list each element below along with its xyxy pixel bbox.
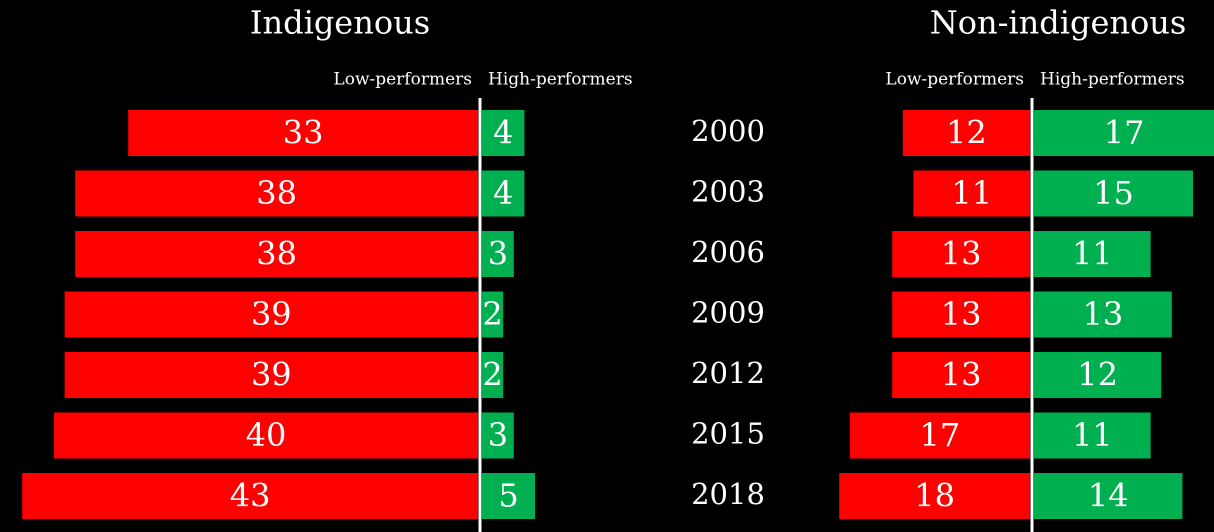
bar <box>482 110 525 156</box>
bar <box>1034 412 1151 459</box>
value-label: 39 <box>251 356 292 394</box>
bar <box>482 291 504 338</box>
bar <box>128 110 478 156</box>
value-label: 5 <box>498 477 518 515</box>
value-label: 11 <box>1072 235 1113 273</box>
value-label: 33 <box>283 114 324 152</box>
value-label: 40 <box>246 416 287 454</box>
bar <box>482 231 514 277</box>
bar <box>75 231 478 277</box>
series-label: High-performers <box>1040 70 1185 90</box>
bar <box>54 412 478 459</box>
value-label: 12 <box>946 114 987 152</box>
value-label: 43 <box>230 477 271 515</box>
bar <box>482 473 535 519</box>
value-label: 15 <box>1093 174 1134 212</box>
bar <box>1034 170 1193 217</box>
value-label: 2 <box>482 295 502 333</box>
year-label: 2015 <box>691 417 765 451</box>
bar <box>482 412 514 459</box>
series-label: Low-performers <box>333 70 472 90</box>
value-label: 13 <box>941 356 982 394</box>
bar <box>22 473 478 519</box>
year-label: 2012 <box>691 356 765 390</box>
value-label: 11 <box>951 174 992 212</box>
panel-title: Indigenous <box>250 4 430 42</box>
bar <box>64 352 478 398</box>
value-label: 39 <box>251 295 292 333</box>
bar <box>839 473 1030 519</box>
year-label: 2018 <box>691 477 765 511</box>
value-label: 2 <box>482 356 502 394</box>
value-label: 3 <box>488 235 508 273</box>
value-label: 14 <box>1088 477 1129 515</box>
bar <box>849 412 1030 459</box>
value-label: 13 <box>941 235 982 273</box>
value-label: 17 <box>1104 114 1145 152</box>
bar <box>75 170 478 217</box>
value-label: 11 <box>1072 416 1113 454</box>
bar <box>1034 231 1151 277</box>
series-label: Low-performers <box>885 70 1024 90</box>
bar <box>902 110 1030 156</box>
value-label: 38 <box>256 174 297 212</box>
bar <box>892 352 1030 398</box>
value-label: 4 <box>493 174 513 212</box>
value-label: 18 <box>914 477 955 515</box>
series-label: High-performers <box>488 70 633 90</box>
value-label: 17 <box>920 416 961 454</box>
value-label: 38 <box>256 235 297 273</box>
year-label: 2009 <box>691 296 765 330</box>
bar <box>913 170 1030 217</box>
bar <box>892 291 1030 338</box>
bar <box>482 170 525 217</box>
bar <box>1034 110 1214 156</box>
bar <box>892 231 1030 277</box>
bar <box>482 352 504 398</box>
bar <box>64 291 478 338</box>
bar <box>1034 291 1172 338</box>
value-label: 3 <box>488 416 508 454</box>
year-label: 2003 <box>691 175 765 209</box>
year-label: 2000 <box>691 114 765 148</box>
value-label: 13 <box>1083 295 1124 333</box>
panel-title: Non-indigenous <box>930 4 1187 42</box>
value-label: 13 <box>941 295 982 333</box>
bar <box>1034 352 1162 398</box>
bar <box>1034 473 1183 519</box>
year-label: 2006 <box>691 235 765 269</box>
value-label: 4 <box>493 114 513 152</box>
value-label: 12 <box>1077 356 1118 394</box>
